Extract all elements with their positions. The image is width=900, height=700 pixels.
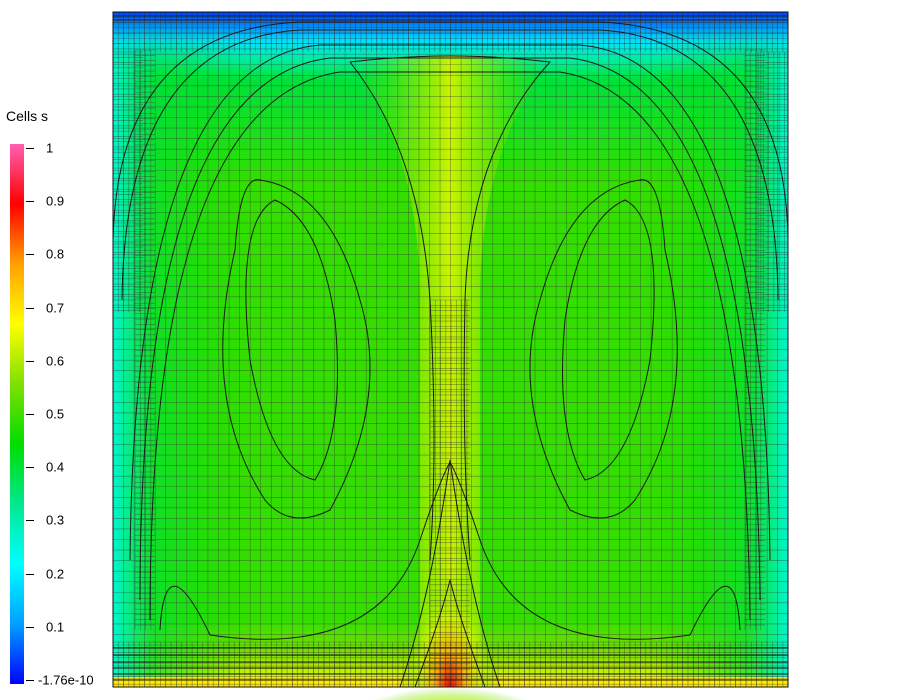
colorbar-tick-label: 0.2 [46, 566, 65, 582]
contour-line [149, 71, 751, 621]
contour-line [129, 44, 771, 561]
contour-line [449, 461, 691, 640]
contour-line [529, 179, 678, 519]
contour-line [112, 21, 789, 241]
contour-line [159, 585, 211, 636]
contour-line [689, 585, 741, 636]
contour-line [349, 61, 435, 561]
colorbar-tick-label: 0.1 [46, 619, 65, 635]
colorbar-tick-mark [26, 414, 34, 415]
colorbar-tick-label: 0.7 [46, 300, 65, 316]
mesh-grid [112, 11, 789, 688]
colorbar-tick-mark [26, 307, 34, 309]
colorbar-tick-mark [26, 360, 34, 362]
colorbar-tick-mark [26, 680, 34, 681]
colorbar-tick-mark [26, 467, 34, 469]
colorbar-tick-mark [26, 520, 34, 522]
heat-source [400, 460, 500, 687]
colorbar-tick-mark [26, 201, 34, 203]
colorbar-tick-label: 0.8 [46, 246, 65, 262]
contour-line [245, 199, 338, 481]
heat-source-glow [340, 642, 560, 700]
contour-line [121, 29, 779, 301]
domain-border [112, 11, 789, 688]
contour-line [139, 57, 761, 601]
colorbar-tick-label: 1 [46, 140, 54, 156]
contour-line [222, 179, 371, 519]
colorbar-tick-label: -1.76e-10 [38, 672, 94, 688]
colorbar-tick-mark [26, 573, 34, 575]
contour-lines [112, 15, 789, 688]
colorbar-tick-mark [26, 148, 34, 149]
contour-line [399, 459, 501, 688]
colorbar-ticks: 1 0.9 0.8 0.7 0.6 0.5 0.4 0.3 0.2 0.1 -1.76e-10 [0, 0, 110, 700]
colorbar-tick-label: 0.6 [46, 353, 65, 369]
contour-line [349, 55, 552, 561]
colorbar-tick-mark [26, 626, 34, 628]
colorbar-tick-label: 0.3 [46, 512, 65, 528]
colorbar-tick-label: 0.9 [46, 193, 65, 209]
colorbar-tick-label: 0.4 [46, 459, 65, 475]
colorbar-tick-label: 0.5 [46, 406, 65, 422]
contour-line [414, 579, 486, 688]
contour-line [209, 461, 451, 640]
colorbar [10, 144, 24, 684]
contour-line [562, 199, 655, 481]
colorbar-title: Cells s [6, 108, 49, 124]
colorbar-tick-mark [26, 254, 34, 256]
